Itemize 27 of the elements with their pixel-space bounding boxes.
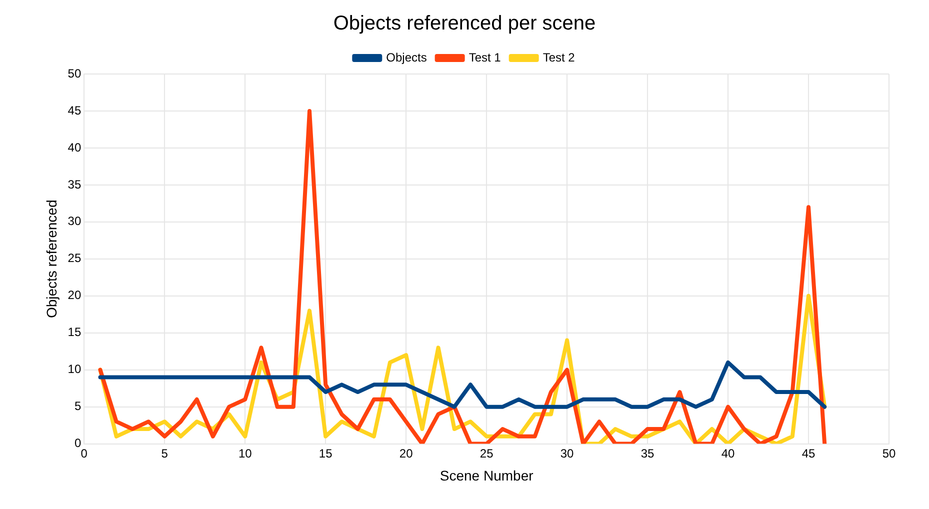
legend-label: Objects: [386, 50, 427, 64]
y-tick-label: 35: [68, 177, 82, 192]
y-tick-label: 15: [68, 325, 82, 340]
y-tick-label: 45: [68, 103, 82, 118]
legend-label: Test 2: [542, 50, 576, 64]
x-tick-label: 5: [161, 446, 168, 460]
x-tick-label: 35: [640, 446, 655, 460]
x-tick-label: 50: [882, 446, 896, 460]
y-tick-label: 50: [68, 66, 82, 80]
x-axis-title: Scene Number: [440, 467, 534, 484]
y-tick-label: 0: [74, 436, 82, 450]
x-tick-label: 15: [318, 446, 333, 460]
chart-title: Objects referenced per scene: [333, 12, 596, 35]
y-tick-label: 30: [68, 214, 82, 228]
y-tick-label: 5: [74, 399, 82, 414]
x-tick-label: 30: [560, 446, 574, 460]
x-tick-label: 25: [480, 446, 494, 460]
x-tick-label: 40: [721, 446, 736, 460]
y-tick-label: 20: [68, 288, 82, 302]
x-tick-label: 10: [238, 446, 252, 460]
x-tick-label: 20: [399, 446, 414, 460]
y-axis-title: Objects referenced: [43, 200, 60, 318]
y-tick-label: 10: [68, 362, 82, 376]
y-tick-label: 25: [68, 251, 82, 266]
y-tick-label: 40: [68, 140, 82, 154]
legend-label: Test 1: [468, 50, 502, 64]
x-tick-label: 45: [802, 446, 816, 460]
